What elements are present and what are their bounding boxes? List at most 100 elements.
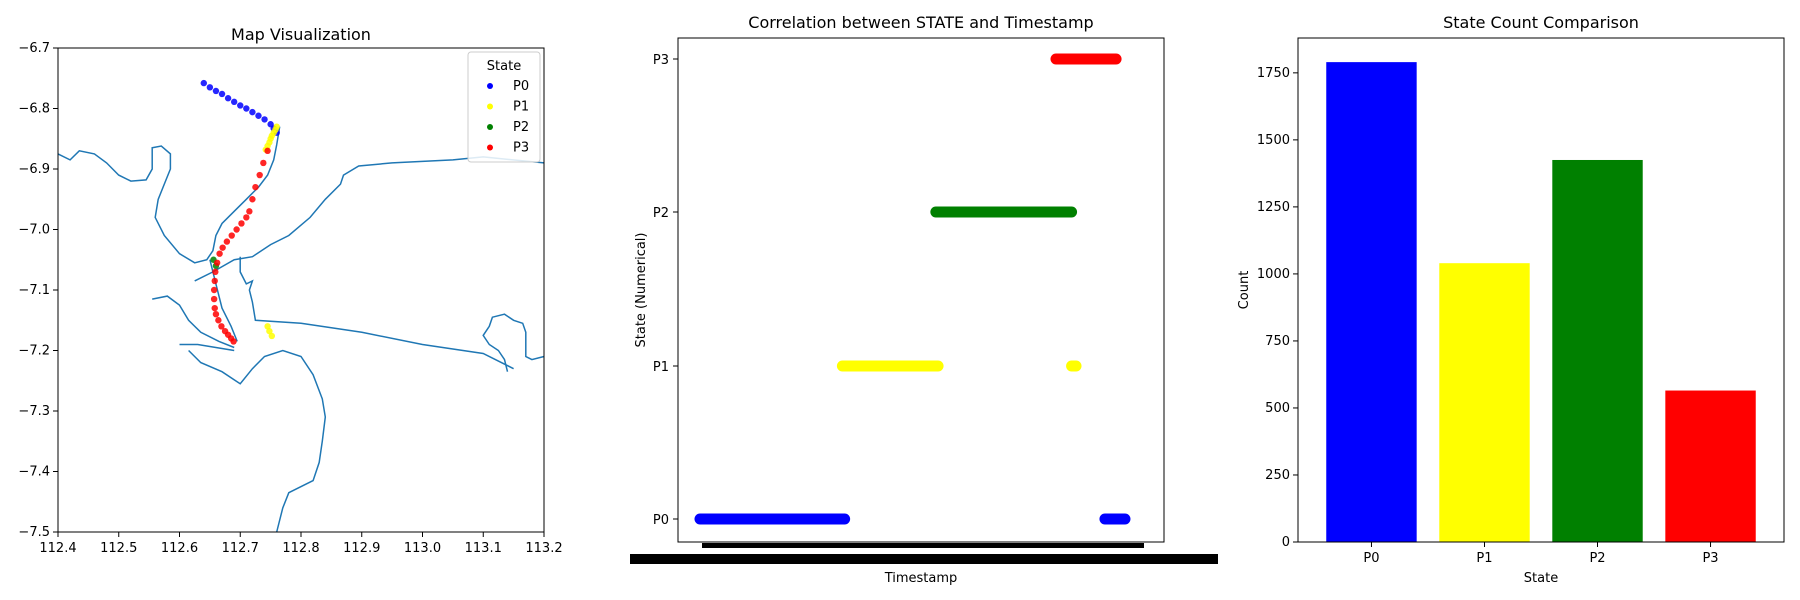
y-tick-label: −7.2 bbox=[18, 344, 50, 359]
y-tick-label: 750 bbox=[1265, 334, 1290, 349]
data-point bbox=[243, 214, 250, 221]
data-point bbox=[206, 84, 214, 91]
y-tick-label: 1750 bbox=[1257, 66, 1290, 81]
boundary-line bbox=[57, 126, 281, 264]
legend-marker bbox=[487, 83, 493, 89]
x-axis-label: State bbox=[1524, 571, 1558, 586]
x-tick-band bbox=[702, 543, 1144, 548]
data-point bbox=[260, 159, 267, 167]
y-tick-label: P3 bbox=[653, 53, 669, 68]
data-point bbox=[211, 277, 218, 285]
data-point bbox=[211, 304, 218, 312]
data-point bbox=[212, 311, 220, 318]
data-point bbox=[212, 87, 220, 95]
data-point bbox=[256, 171, 263, 179]
data-point bbox=[264, 323, 271, 330]
data-point bbox=[223, 238, 231, 245]
x-tick-label: 112.7 bbox=[222, 541, 259, 556]
data-point bbox=[266, 327, 273, 335]
y-tick-label: 1000 bbox=[1257, 267, 1290, 282]
x-tick-label: 112.9 bbox=[343, 541, 380, 556]
y-tick-label: 0 bbox=[1282, 535, 1290, 550]
x-tick-label: 113.2 bbox=[525, 541, 562, 556]
y-tick-label: 500 bbox=[1265, 401, 1290, 416]
chart-title: Correlation between STATE and Timestamp bbox=[748, 13, 1093, 32]
data-point bbox=[243, 105, 250, 112]
data-point bbox=[216, 250, 223, 257]
x-tick-label: P3 bbox=[1702, 551, 1718, 566]
x-tick-label: 113.1 bbox=[465, 541, 502, 556]
legend-marker bbox=[487, 144, 493, 151]
data-point bbox=[268, 332, 276, 340]
data-point bbox=[212, 268, 219, 276]
data-point bbox=[218, 323, 225, 330]
timestamp-chart: Correlation between STATE and Timestamp P… bbox=[630, 13, 1218, 586]
boundary-line bbox=[188, 349, 327, 533]
map-chart: Map Visualization 112.4 112.5 112.6 112.7 112… bbox=[18, 25, 562, 556]
data-point bbox=[237, 102, 244, 109]
x-tick-label: 112.4 bbox=[39, 541, 76, 556]
data-point bbox=[228, 232, 235, 239]
legend-marker bbox=[487, 103, 493, 110]
boundary-line bbox=[179, 343, 235, 352]
x-tick-label: P2 bbox=[1589, 551, 1605, 566]
legend-entry: P2 bbox=[513, 120, 529, 135]
data-point bbox=[264, 147, 271, 155]
data-point bbox=[261, 116, 268, 123]
data-point bbox=[215, 317, 222, 324]
data-point bbox=[200, 79, 207, 87]
data-point bbox=[252, 183, 259, 191]
data-point bbox=[238, 220, 245, 227]
y-tick-label: P0 bbox=[653, 513, 669, 528]
boundary-line bbox=[239, 256, 514, 370]
chart-title: Map Visualization bbox=[231, 25, 371, 44]
y-tick-label: 1500 bbox=[1257, 133, 1290, 148]
data-point bbox=[218, 90, 226, 98]
data-point bbox=[224, 95, 232, 102]
y-tick-label: −6.7 bbox=[18, 41, 50, 56]
plot-frame bbox=[677, 37, 1165, 543]
data-point bbox=[249, 108, 256, 116]
x-tick-label: P0 bbox=[1363, 551, 1379, 566]
data-point bbox=[210, 286, 218, 294]
data-point bbox=[230, 98, 238, 106]
data-point bbox=[230, 338, 237, 345]
data-point bbox=[249, 196, 256, 203]
plot-frame bbox=[1297, 37, 1785, 543]
legend-entry: P0 bbox=[513, 79, 529, 94]
bar bbox=[1665, 390, 1756, 542]
bar bbox=[1439, 263, 1530, 542]
boundary-line bbox=[209, 259, 238, 342]
x-tick-label: 112.6 bbox=[161, 541, 198, 556]
y-tick-label: −7.0 bbox=[18, 223, 50, 238]
data-point bbox=[233, 226, 240, 233]
y-tick-label: −7.4 bbox=[18, 465, 50, 480]
bar bbox=[1326, 62, 1417, 543]
y-tick-label: −7.3 bbox=[18, 404, 50, 419]
legend: State P0 P1 P2 P3 bbox=[467, 51, 541, 163]
legend-entry: P1 bbox=[513, 100, 529, 115]
y-tick-label: −6.8 bbox=[18, 102, 50, 117]
y-tick-label: 250 bbox=[1265, 468, 1290, 483]
data-point bbox=[219, 244, 226, 251]
legend-box bbox=[467, 51, 541, 163]
y-tick-label: P2 bbox=[653, 206, 669, 221]
y-axis-label: Count bbox=[1237, 271, 1252, 310]
x-axis-label: Timestamp bbox=[884, 571, 958, 586]
x-tick-label: P1 bbox=[1476, 551, 1492, 566]
bar-chart: State Count Comparison P0 P1 P2 P3 0 250 500 750… bbox=[1237, 13, 1785, 586]
bar bbox=[1552, 159, 1643, 542]
x-tick-label: 113.0 bbox=[404, 541, 441, 556]
y-axis-label: State (Numerical) bbox=[634, 233, 649, 348]
y-tick-label: 1250 bbox=[1257, 200, 1290, 215]
legend-entry: P3 bbox=[513, 141, 529, 156]
data-point bbox=[213, 259, 221, 266]
chart-title: State Count Comparison bbox=[1443, 13, 1639, 32]
data-point bbox=[255, 112, 262, 119]
y-tick-label: P1 bbox=[653, 360, 669, 375]
y-tick-label: −7.1 bbox=[18, 283, 50, 298]
boundary-line bbox=[482, 313, 545, 372]
x-tick-label: 112.8 bbox=[282, 541, 319, 556]
legend-title: State bbox=[487, 59, 521, 74]
